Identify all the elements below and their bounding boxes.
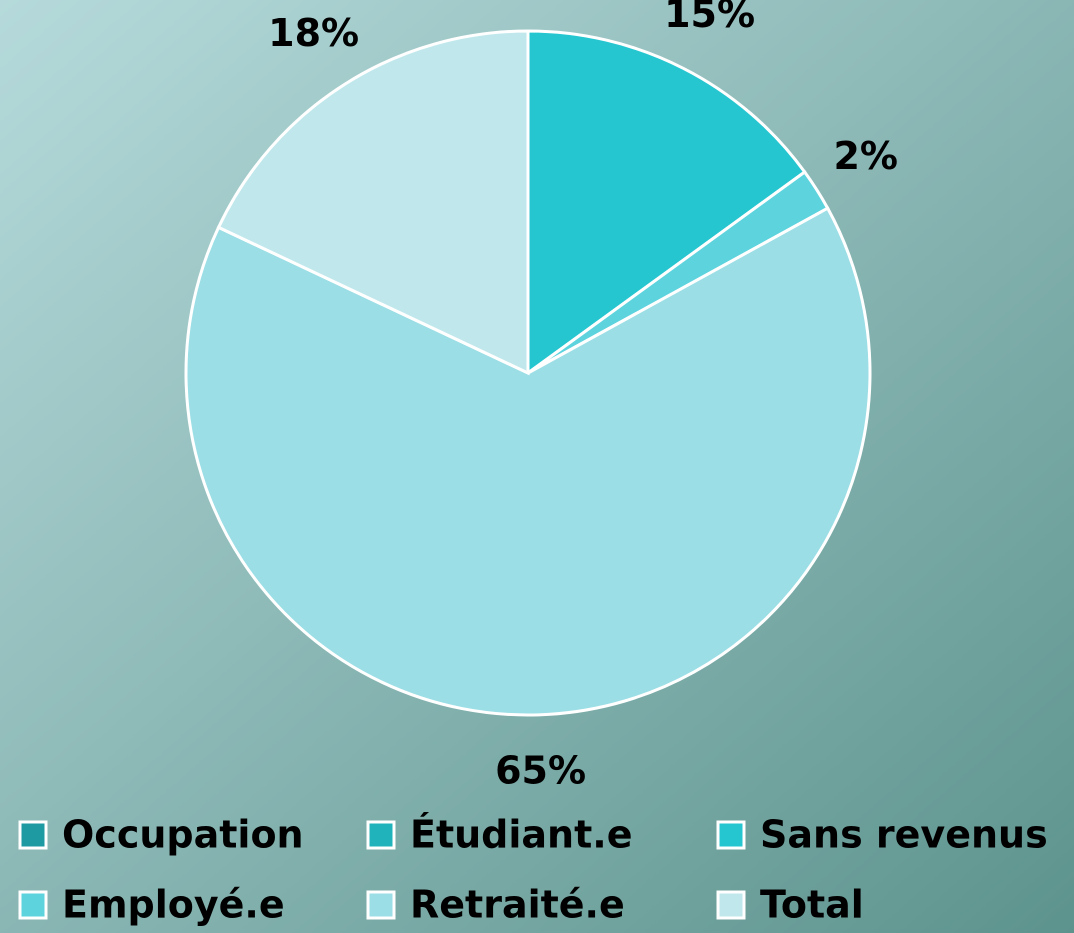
legend-swatch xyxy=(716,820,746,850)
legend-label: Sans revenus xyxy=(760,813,1048,857)
legend-label: Retraité.e xyxy=(410,883,625,927)
legend-swatch xyxy=(366,890,396,920)
pie-slice xyxy=(216,29,530,376)
data-label: 2% xyxy=(833,134,898,178)
data-label: 65% xyxy=(495,748,586,792)
legend-label: Total xyxy=(760,883,864,927)
pie-slice xyxy=(526,29,807,376)
data-label: 18% xyxy=(268,11,359,55)
legend-swatch xyxy=(18,820,48,850)
pie-slice xyxy=(184,206,872,717)
legend-label: Employé.e xyxy=(62,883,285,927)
legend-label: Occupation xyxy=(62,813,304,857)
legend-swatch xyxy=(366,820,396,850)
data-label: 15% xyxy=(664,0,755,36)
legend-swatch xyxy=(18,890,48,920)
legend-swatch xyxy=(716,890,746,920)
legend-label: Étudiant.e xyxy=(410,813,632,857)
